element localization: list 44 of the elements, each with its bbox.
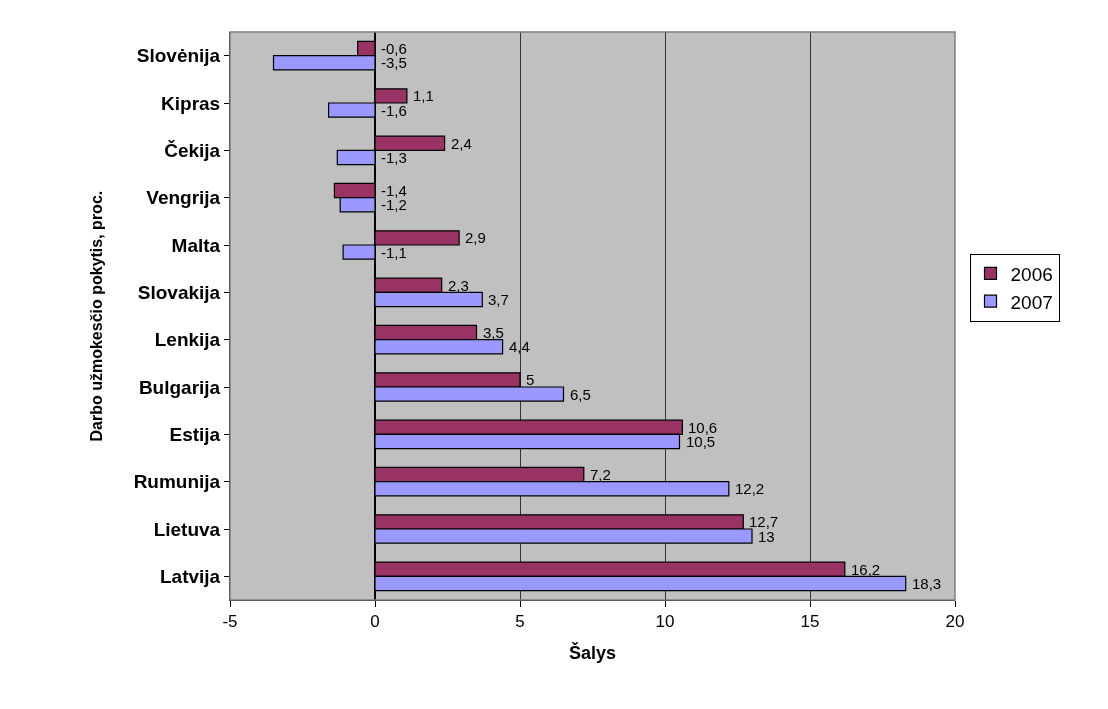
data-label: -1,4 (381, 182, 407, 199)
y-tick-label: Lenkija (154, 329, 221, 351)
data-label: -3,5 (381, 54, 407, 71)
y-axis-title: Darbo užmokesčio pokytis, proc. (87, 190, 105, 442)
legend-label: 2007 (1010, 291, 1053, 313)
data-label: 7,2 (590, 466, 611, 483)
data-label: -1,6 (381, 102, 407, 119)
y-tick-label: Lietuva (153, 518, 221, 540)
data-label: -1,1 (381, 244, 407, 261)
x-tick-label: 5 (515, 612, 525, 632)
data-label: 2,4 (451, 135, 472, 152)
data-label: -1,3 (381, 149, 407, 166)
x-tick-label: 15 (800, 612, 820, 632)
data-label: -1,2 (381, 196, 407, 213)
legend-label: 2006 (1010, 263, 1053, 285)
y-tick-label: Rumunija (133, 471, 221, 493)
data-label: 13 (758, 528, 775, 545)
data-label: 16,2 (851, 561, 881, 578)
data-label: -0,6 (381, 40, 407, 57)
x-tick-label: 10 (655, 612, 675, 632)
data-label: 2,3 (448, 277, 469, 294)
x-axis-title: Šalys (568, 641, 617, 663)
data-label: 3,5 (483, 324, 504, 341)
data-label: 10,6 (688, 419, 718, 436)
data-label: 3,7 (488, 291, 509, 308)
y-tick-label: Latvija (160, 565, 221, 587)
data-label: 18,3 (912, 575, 942, 592)
data-label: 1,1 (413, 87, 434, 104)
data-label: 12,2 (735, 480, 765, 497)
x-tick-label: 0 (370, 612, 380, 632)
data-label: 6,5 (570, 386, 591, 403)
y-tick-label: Slovėnija (136, 45, 221, 67)
y-tick-label: Čekija (164, 139, 221, 161)
data-label: 5 (526, 371, 535, 388)
y-tick-label: Bulgarija (138, 376, 221, 398)
x-tick-label: 20 (945, 612, 965, 632)
data-label: 2,9 (465, 229, 486, 246)
x-tick-label: -5 (222, 612, 238, 632)
y-tick-label: Vengrija (146, 187, 221, 209)
y-tick-label: Slovakija (137, 281, 221, 303)
y-tick-label: Malta (171, 234, 221, 256)
y-tick-label: Estija (169, 423, 221, 445)
y-tick-label: Kipras (161, 92, 221, 114)
data-label: 12,7 (749, 513, 779, 530)
